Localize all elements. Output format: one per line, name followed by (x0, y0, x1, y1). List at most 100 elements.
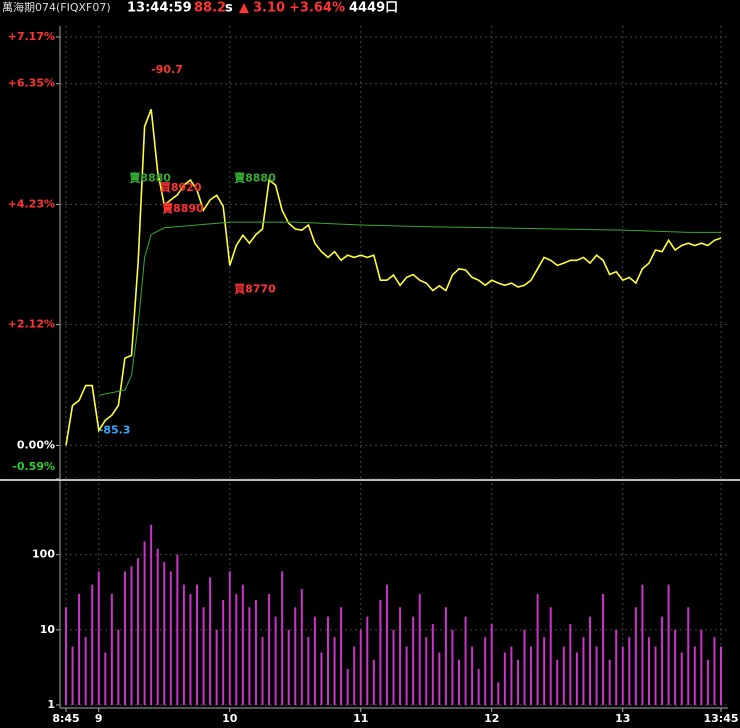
volume-bar (700, 629, 703, 705)
volume-bar (477, 669, 480, 705)
volume-bar (215, 629, 218, 705)
x-tick-label: 8:45 (52, 712, 79, 725)
volume-bar (123, 571, 126, 705)
volume-bar (392, 629, 395, 705)
y-tick-label: +7.17% (8, 30, 55, 43)
volume-bar (340, 607, 343, 705)
volume-bar (261, 637, 264, 705)
volume-bar (628, 637, 631, 705)
volume-bar (661, 616, 664, 705)
volume-bar (667, 584, 670, 705)
volume-bar (97, 571, 100, 705)
volume-bar (647, 637, 650, 705)
annotation: 賣8880 (128, 170, 171, 184)
volume-bar (385, 584, 388, 705)
volume-bar (641, 584, 644, 705)
volume-bar (78, 594, 81, 705)
volume-bar (569, 623, 572, 705)
volume-bar (327, 616, 329, 705)
volume-bar (130, 566, 133, 705)
x-tick-label: 12 (484, 712, 499, 725)
y-tick-label: +6.35% (8, 77, 55, 90)
volume-bar (222, 599, 225, 705)
y-tick-label: +2.12% (8, 318, 55, 331)
volume-bar (228, 571, 231, 705)
volume-bar (484, 637, 487, 705)
volume-bar (366, 616, 369, 705)
volume-bar (294, 607, 297, 705)
volume-bar (556, 659, 559, 705)
volume-bar (497, 682, 500, 705)
symbol: 萬海期074(FIQXF07) (2, 0, 111, 14)
volume-bar (458, 659, 460, 705)
volume-bar (379, 599, 382, 705)
volume-bar (333, 637, 336, 705)
volume-bar (281, 571, 284, 705)
annotation: 賣8890 (161, 201, 204, 215)
volume-bar (287, 629, 290, 705)
volume-bar (687, 607, 690, 705)
volume-bar (274, 616, 277, 705)
volume-bar (353, 646, 356, 705)
volume-bar (84, 637, 87, 705)
price-suffix: s (225, 1, 233, 16)
volume-bar (516, 659, 519, 705)
volume-bar (654, 646, 657, 705)
volume-bar (248, 607, 251, 705)
x-tick-label: 9 (95, 712, 103, 725)
annotation: 買8770 (234, 282, 276, 295)
volume-bar (621, 646, 624, 705)
volume-bar (307, 637, 310, 705)
volume-bar (530, 646, 533, 705)
y-tick-label: +4.23% (8, 197, 55, 210)
volume-bar (438, 652, 441, 705)
volume-bar (65, 607, 67, 705)
change-arrow: ▲ (239, 1, 249, 16)
volume-bar (300, 588, 303, 705)
volume-bar (490, 623, 493, 705)
y-tick-label: -0.59% (12, 460, 55, 473)
volume-bar (346, 669, 349, 705)
volume-bar (451, 629, 454, 705)
volume-bar (720, 646, 722, 705)
volume-bar (91, 584, 94, 705)
volume-bar (549, 607, 552, 705)
volume-bar (71, 646, 74, 705)
volume-bar (189, 594, 192, 705)
volume-bar (110, 594, 113, 705)
volume-bar (706, 659, 709, 705)
volume-bar (562, 646, 565, 705)
volume-bar (713, 637, 716, 705)
change-pct: +3.64% (289, 1, 345, 16)
volume-bar (510, 646, 513, 705)
change: 3.10 (253, 1, 285, 16)
volume-bar (104, 652, 107, 705)
volume-bar (418, 594, 421, 705)
annotation: 買8920 (160, 181, 202, 194)
volume-bar (359, 629, 362, 705)
y-tick-label: 0.00% (17, 438, 55, 451)
volume-bar (595, 646, 598, 705)
volume-bar (425, 637, 428, 705)
series-line (65, 109, 722, 446)
volume-bar (313, 616, 316, 705)
volume-bar (444, 607, 447, 705)
y-tick-label: 1 (47, 698, 55, 711)
volume-bar (209, 577, 212, 705)
price: 88.2 (194, 1, 226, 16)
x-tick-label: 10 (222, 712, 238, 725)
volume-bar (268, 594, 271, 705)
volume-bar (320, 652, 323, 705)
volume-bar (503, 652, 506, 705)
volume-bar (634, 607, 637, 705)
volume-bar (399, 607, 402, 705)
volume-bar (196, 584, 198, 705)
volume-bar (575, 652, 578, 705)
volume-bar (156, 548, 159, 705)
y-tick-label: 10 (40, 623, 56, 636)
volume-bar (608, 659, 611, 705)
volume-bar (163, 561, 166, 705)
volume-bar (235, 594, 238, 705)
